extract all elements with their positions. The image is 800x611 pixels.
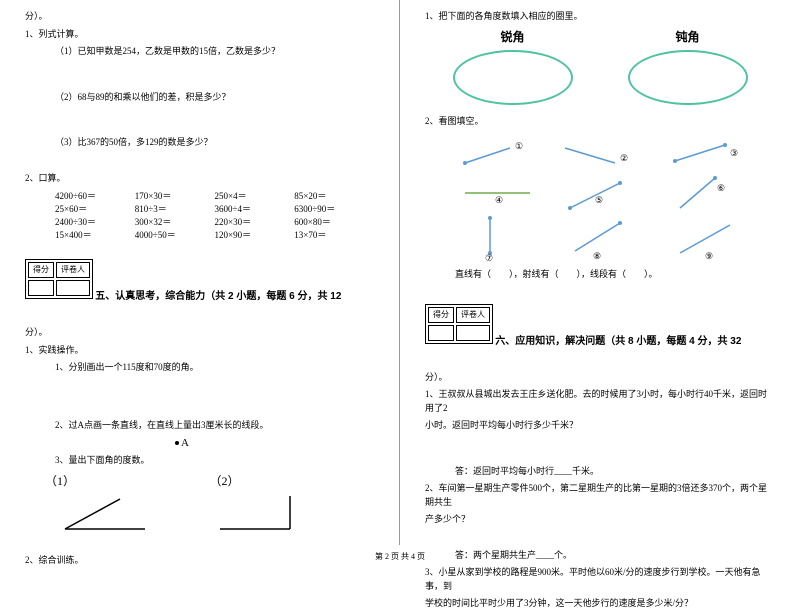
- word-1a: 1、王叔叔从县城出发去王庄乡送化肥。去的时候用了3小时，每小时行40千米，返回时…: [425, 388, 775, 415]
- circled-num: ②: [620, 153, 628, 164]
- p1-3: 3、量出下面角的度数。: [25, 454, 374, 468]
- r2-heading: 2、看图填空。: [425, 115, 775, 129]
- circled-num: ⑨: [705, 251, 713, 262]
- circled-num: ④: [495, 195, 503, 206]
- obtuse-label: 钝角: [675, 28, 699, 45]
- fen-2: 分）。: [25, 326, 374, 340]
- p1-2: 2、过A点画一条直线，在直线上量出3厘米长的线段。: [25, 419, 374, 433]
- angle-2-figure: [210, 494, 300, 534]
- word-2b: 产多少个？: [425, 513, 775, 527]
- q1-heading: 1、列式计算。: [25, 28, 374, 42]
- measure-2-label: （2）: [210, 472, 375, 489]
- q1-2: （2）68与89的和乘以他们的差，积是多少？: [25, 91, 374, 105]
- acute-oval: [453, 50, 573, 105]
- angle-grid: ① ② ③ ④ ⑤ ⑥ ⑦ ⑧ ⑨: [445, 133, 755, 263]
- circled-num: ⑧: [593, 251, 601, 262]
- circled-num: ⑦: [485, 253, 493, 264]
- measure-1-label: （1）: [45, 472, 210, 489]
- circled-num: ①: [515, 141, 523, 152]
- point-a: A: [175, 437, 374, 449]
- p1-1: 1、分别画出一个115度和70度的角。: [25, 361, 374, 375]
- continuation-fen: 分）。: [25, 10, 374, 24]
- circled-num: ⑤: [595, 195, 603, 206]
- word-3b: 学校的时间比平时少用了3分钟，这一天他步行的速度是多少米/分？: [425, 597, 775, 611]
- fen-6: 分）。: [425, 371, 775, 385]
- circled-num: ③: [730, 148, 738, 159]
- section-6-title: 六、应用知识，解决问题（共 8 小题，每题 4 分，共 32: [495, 336, 741, 347]
- obtuse-oval: [628, 50, 748, 105]
- oral-row: 4200÷60＝170×30＝250×4＝85×20＝: [25, 189, 374, 202]
- score-table: 得分评卷人: [25, 259, 93, 299]
- section-5-title: 五、认真思考，综合能力（共 2 小题，每题 6 分，共 12: [95, 291, 341, 302]
- angle-1-figure: [45, 494, 155, 534]
- section-5-header: 得分评卷人 五、认真思考，综合能力（共 2 小题，每题 6 分，共 12: [25, 259, 374, 304]
- word-3a: 3、小星从家到学校的路程是900米。平时他以60米/分的速度步行到学校。一天他有…: [425, 566, 775, 593]
- q1-3: （3）比367的50倍，多129的数是多少？: [25, 136, 374, 150]
- score-table: 得分评卷人: [425, 304, 493, 344]
- oral-row: 15×400＝4000÷50＝120×90＝13×70＝: [25, 228, 374, 241]
- page-footer: 第 2 页 共 4 页: [0, 551, 800, 562]
- circled-num: ⑥: [717, 183, 725, 194]
- word-1b: 小时。返回时平均每小时行多少千米？: [425, 419, 775, 433]
- word-2a: 2、车间第一星期生产零件500个，第二星期生产的比第一星期的3倍还多370个，两…: [425, 482, 775, 509]
- oral-row: 25×60＝810÷3＝3600÷4＝6300÷90＝: [25, 202, 374, 215]
- fill-blank: 直线有（ ），射线有（ ），线段有（ ）。: [425, 268, 775, 282]
- ovals-row: [425, 50, 775, 105]
- section-6-header: 得分评卷人 六、应用知识，解决问题（共 8 小题，每题 4 分，共 32: [425, 304, 775, 349]
- answer-1: 答：返回时平均每小时行____千米。: [425, 465, 775, 479]
- acute-label: 锐角: [500, 28, 524, 45]
- practice-heading: 1、实践操作。: [25, 344, 374, 358]
- oral-row: 2400÷30＝300×32＝220×30＝600×80＝: [25, 215, 374, 228]
- q2-heading: 2、口算。: [25, 172, 374, 186]
- q1-1: （1）已知甲数是254，乙数是甲数的15倍，乙数是多少？: [25, 45, 374, 59]
- r1-heading: 1、把下面的各角度数填入相应的圈里。: [425, 10, 775, 24]
